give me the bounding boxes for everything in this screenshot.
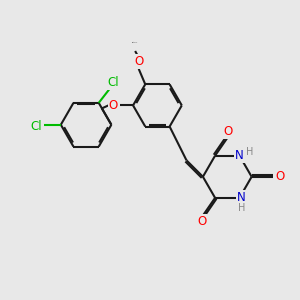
Text: Cl: Cl [30, 120, 42, 133]
Text: O: O [134, 55, 143, 68]
Text: O: O [224, 125, 233, 138]
Text: O: O [109, 99, 118, 112]
Text: H: H [247, 147, 254, 157]
Text: Cl: Cl [107, 76, 118, 89]
Text: N: N [235, 149, 244, 162]
Text: O: O [275, 170, 284, 183]
Text: O: O [197, 215, 206, 228]
Text: methoxy: methoxy [132, 42, 138, 43]
Text: H: H [238, 203, 245, 213]
Text: N: N [237, 191, 245, 204]
